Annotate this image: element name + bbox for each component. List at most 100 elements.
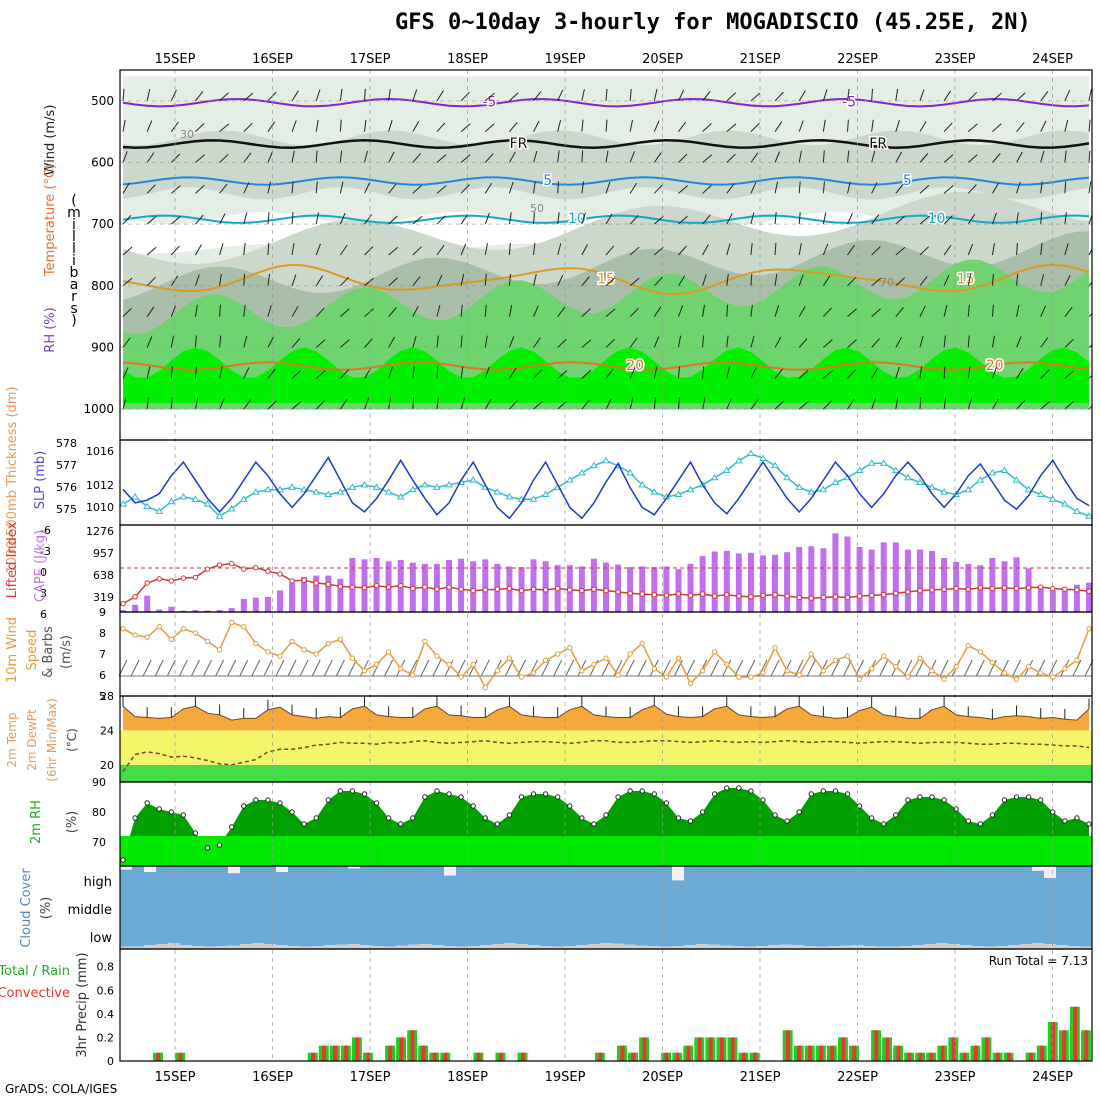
wind-barb [219,213,226,225]
wind-axis-label: (m/s) [59,635,74,669]
thickness-point [807,488,816,495]
precip-conv-bar [311,1052,315,1061]
wind-barb [412,246,422,256]
cloud-low-bar [516,944,528,949]
rh2m-point [989,812,996,818]
cloud-low-bar [1008,945,1020,949]
lifted-index-point [192,574,199,581]
thickness-point [203,500,212,507]
date-label-bottom: 23SEP [935,1070,976,1085]
lifted-index-point [736,593,742,599]
cape-bar [289,582,296,612]
wind-barb [508,212,512,225]
wind-barb [943,366,946,379]
wind10-point [337,636,344,642]
wind-barb [678,89,685,102]
wind-barb [653,246,664,256]
wind10-point [434,653,440,659]
wind-barb [774,151,781,163]
cape-bar [1061,590,1068,612]
cloud-level-label: high [84,875,112,890]
wind-barb [267,305,272,317]
cape-tick-label: 638 [93,569,114,582]
wind10-point [1074,657,1080,663]
wind-barb [847,88,850,101]
rh2m-point [639,788,645,794]
cape-bar [1037,586,1044,612]
precip-conv-bar [686,1045,691,1061]
rh2m-point [180,812,187,818]
wind-barb [774,121,783,132]
wind-barb [1040,90,1049,102]
wind-barb [702,244,709,256]
lifted-index-point [989,585,996,592]
wind-barb [557,243,562,256]
rh2m-bright-front [120,836,1092,866]
slp-line [122,456,1090,520]
wind10-barb [806,659,816,677]
wind-barb [943,335,946,348]
wind10-point [313,651,319,657]
lifted-index-point [422,584,428,590]
wind10-point [385,649,392,655]
wind10-point [265,649,271,655]
thickness-point [988,468,997,476]
cape-bar [482,559,489,612]
thickness-point [1060,500,1069,507]
wind-barb [1064,181,1067,194]
lifted-index-point [241,566,247,572]
wind-barb [847,119,849,132]
lifted-index-point [917,587,923,594]
cape-bar [868,549,875,612]
wind-tick-label: 5 [99,690,106,703]
wind-barb [267,242,270,256]
wind-barb [895,307,904,317]
wind-barb [1040,150,1045,163]
lifted-index-point [530,586,537,592]
wind-barb [726,123,737,133]
cloud-low-bar [216,946,228,949]
precip-conv-bar [178,1052,183,1061]
cloud-low-bar [660,946,672,949]
wind10-point [711,649,718,655]
wind-barb [484,398,492,410]
wind-barb [146,366,151,379]
wind-barb [146,306,155,317]
precip-conv-bar [929,1052,934,1061]
cape-bar [240,599,247,612]
precip-conv-bar [1084,1030,1089,1061]
wind-barb [750,92,761,102]
precip-conv-bar [852,1045,857,1061]
thickness-point [445,480,453,488]
cloud-level-label: low [90,931,113,946]
wind10-barb [710,659,720,677]
wind-barb [388,366,393,379]
date-label-top: 15SEP [155,52,196,67]
wind-barb [557,400,568,410]
thickness-point [783,473,792,481]
pressure-tick-label: 800 [91,279,114,293]
wind-barb [919,216,930,225]
rh2m-point [941,797,947,803]
wind-barb [798,212,801,225]
thickness-point [179,492,188,500]
wind-barb [702,304,705,317]
wind-barb [798,369,809,379]
wind-barb [146,215,157,225]
wind-barb [484,212,490,225]
wind-barb [194,335,197,348]
cloud-axis-label: (%) [39,897,54,920]
wind-barb [678,121,687,132]
rh2m-tick-label: 90 [92,776,106,789]
cape-bar [639,566,646,612]
wind-barb [484,366,490,379]
wind-barb [194,366,197,379]
wind-barb [581,150,584,163]
wind10-barb [191,659,200,677]
wind-barb [219,92,229,102]
wind10-point [192,630,199,636]
cloud-low-bar [732,946,744,949]
wind-barb [315,370,326,379]
wind-barb [508,336,515,348]
wind-barb [484,304,487,317]
